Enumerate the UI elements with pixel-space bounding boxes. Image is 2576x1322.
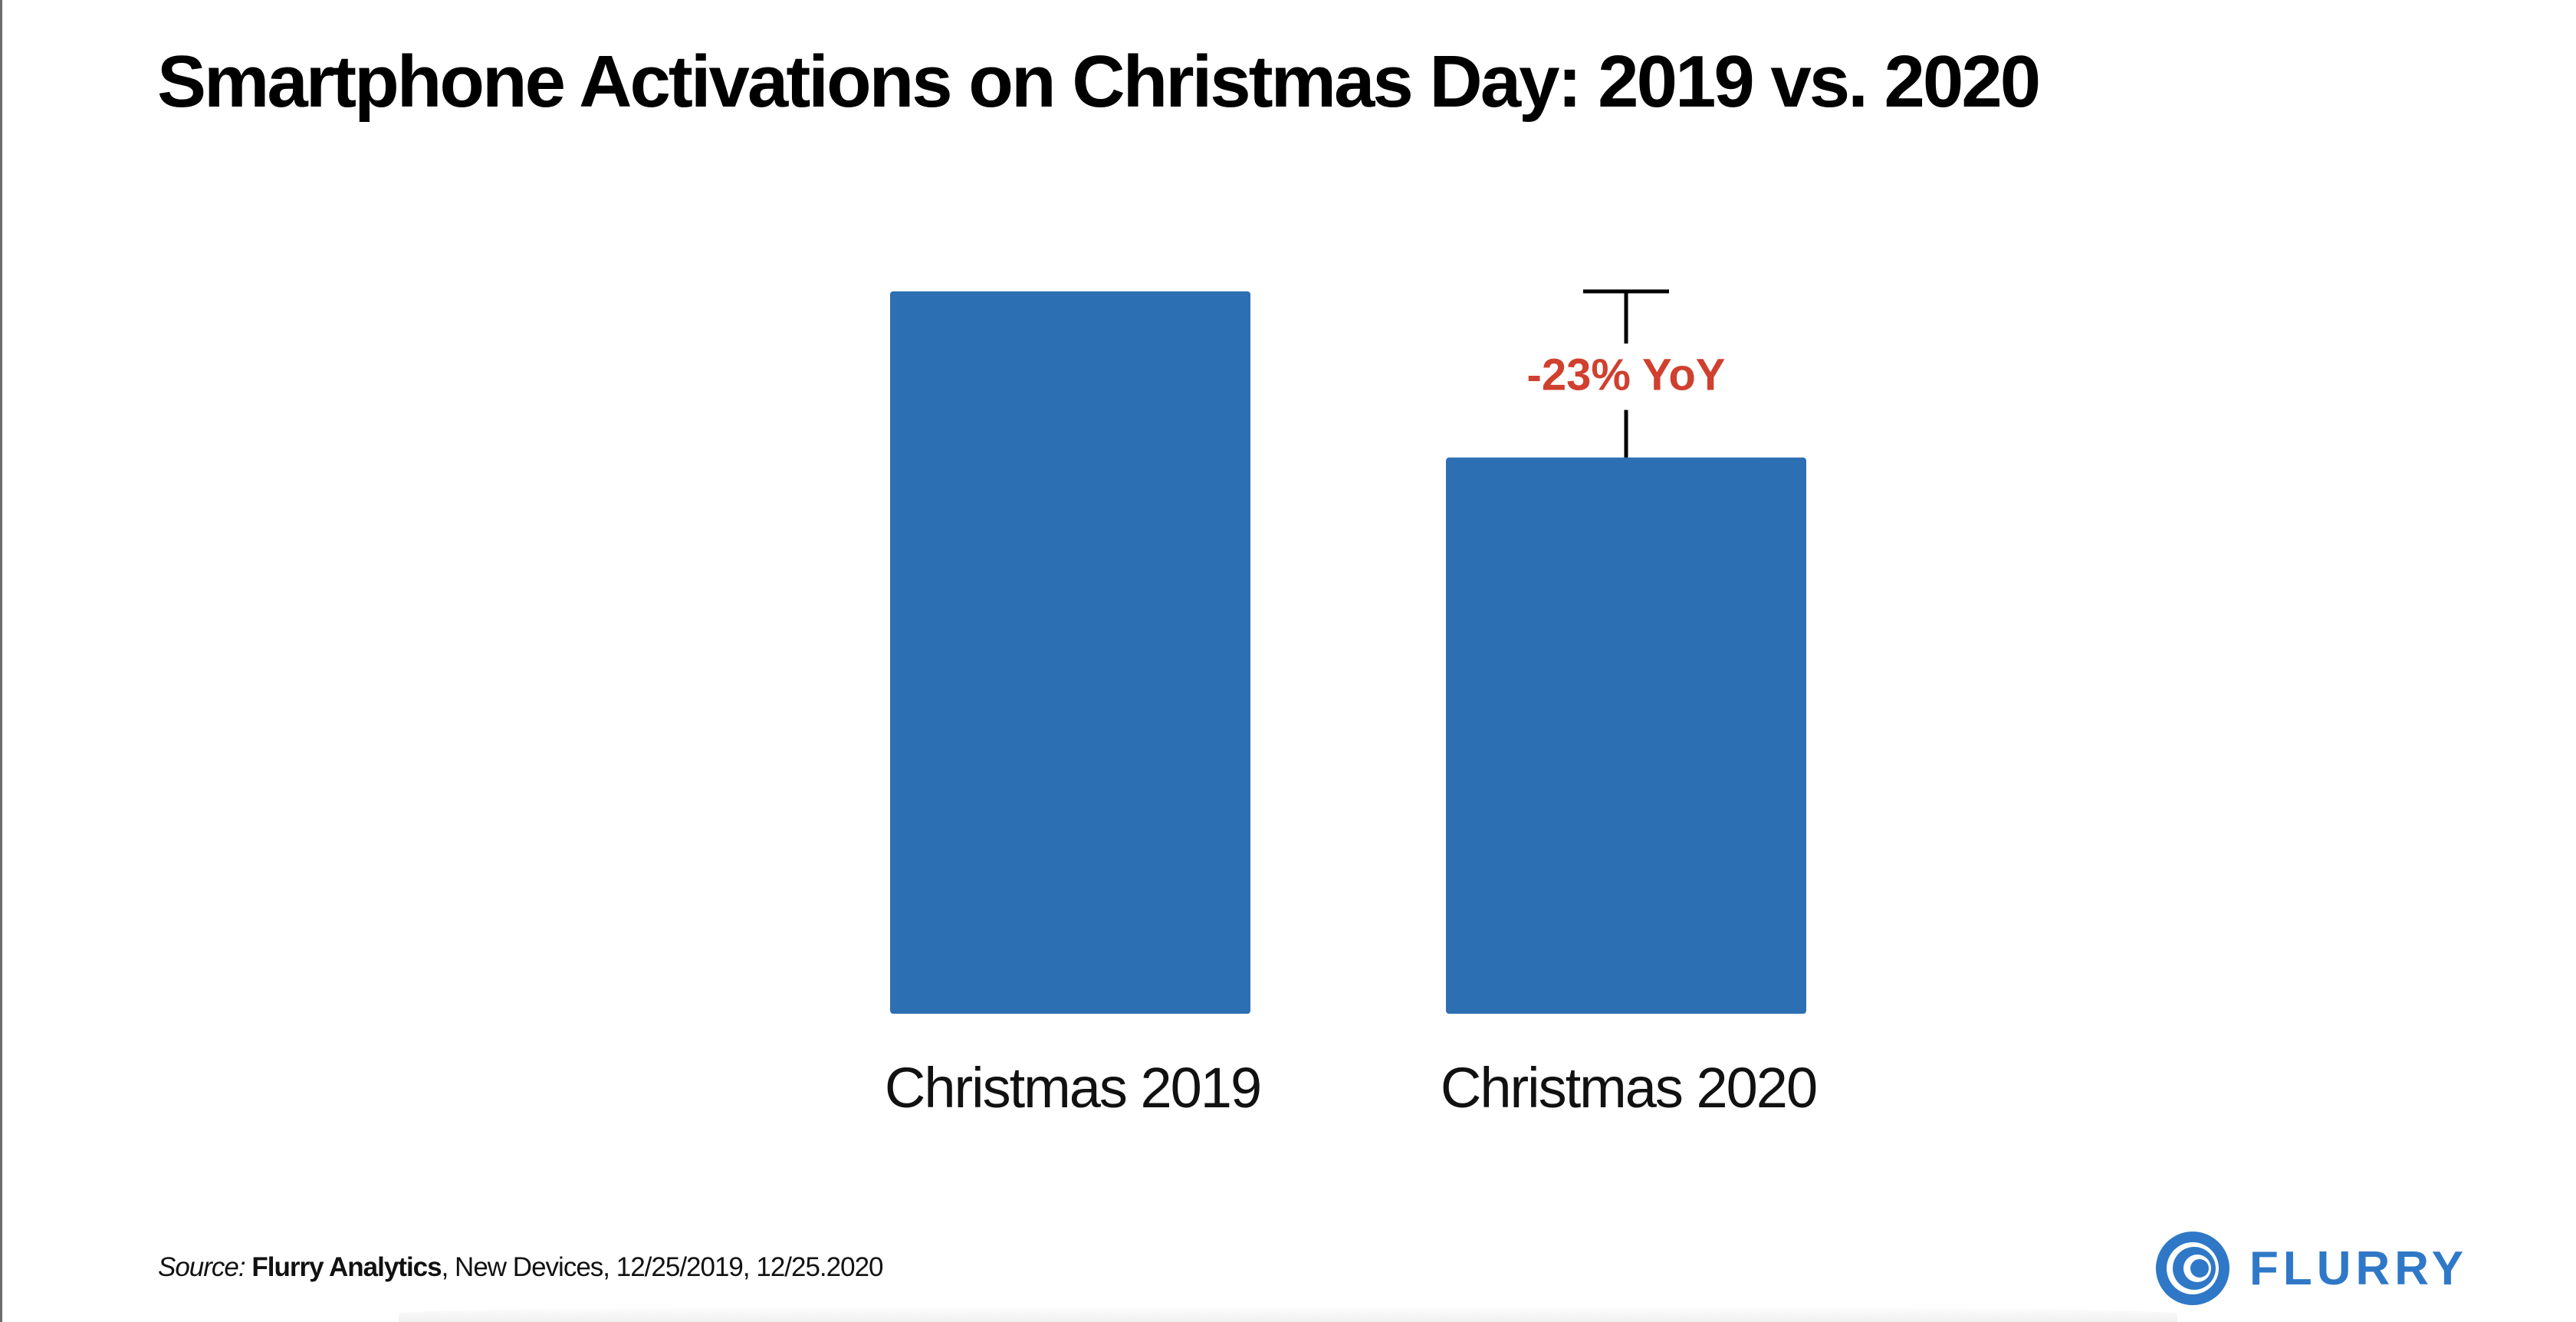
- flurry-wordmark: FLURRY: [2249, 1241, 2469, 1295]
- x-tick-label: Christmas 2019: [885, 1056, 1260, 1120]
- flurry-swirl-icon: [2156, 1232, 2229, 1305]
- yoy-change-label: -23% YoY: [1527, 350, 1726, 400]
- bar-christmas-2020: [1446, 457, 1806, 1014]
- flurry-logo: FLURRY: [2154, 1230, 2468, 1307]
- yoy-annotation-group: -23% YoY: [1527, 289, 1726, 458]
- source-label: Source:: [158, 1252, 246, 1282]
- bottom-shadow: [399, 1305, 2177, 1322]
- source-footnote: Source: Flurry Analytics, New Devices, 1…: [158, 1252, 884, 1283]
- source-details: , New Devices, 12/25/2019, 12/25.2020: [441, 1252, 884, 1282]
- window-left-edge: [0, 0, 2, 1322]
- x-tick-label: Christmas 2020: [1441, 1056, 1816, 1120]
- bar-christmas-2019: [890, 291, 1250, 1014]
- source-name: Flurry Analytics: [251, 1252, 442, 1282]
- chart-title: Smartphone Activations on Christmas Day:…: [157, 41, 2041, 123]
- x-tick-labels: Christmas 2019 Christmas 2020: [885, 1056, 1818, 1120]
- bars-group: [890, 291, 1806, 1014]
